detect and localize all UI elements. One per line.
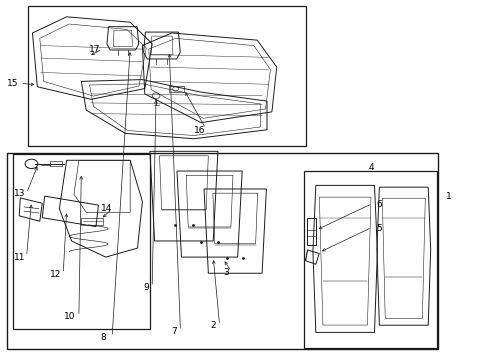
Text: 16: 16 [194,126,205,135]
Text: 4: 4 [368,163,374,172]
Bar [81,218,103,225]
Text: 17: 17 [89,45,100,54]
Text: 13: 13 [14,189,25,198]
Bar [6,153,438,348]
Text: 10: 10 [64,312,76,321]
Text: 15: 15 [7,79,19,88]
Text: 3: 3 [223,268,229,277]
Text: 9: 9 [144,283,149,292]
Text: 5: 5 [376,224,382,233]
Text: 2: 2 [210,321,216,330]
Text: 11: 11 [14,253,25,262]
Text: 12: 12 [50,270,62,279]
Bar [304,171,437,348]
Bar [169,86,184,92]
Text: 1: 1 [446,192,452,201]
Bar [307,218,316,244]
Bar [49,161,62,166]
Text: 8: 8 [100,333,106,342]
Text: 6: 6 [376,200,382,209]
Text: 14: 14 [100,204,112,213]
Text: 7: 7 [172,327,177,336]
Bar [27,6,306,146]
Bar [13,154,150,329]
